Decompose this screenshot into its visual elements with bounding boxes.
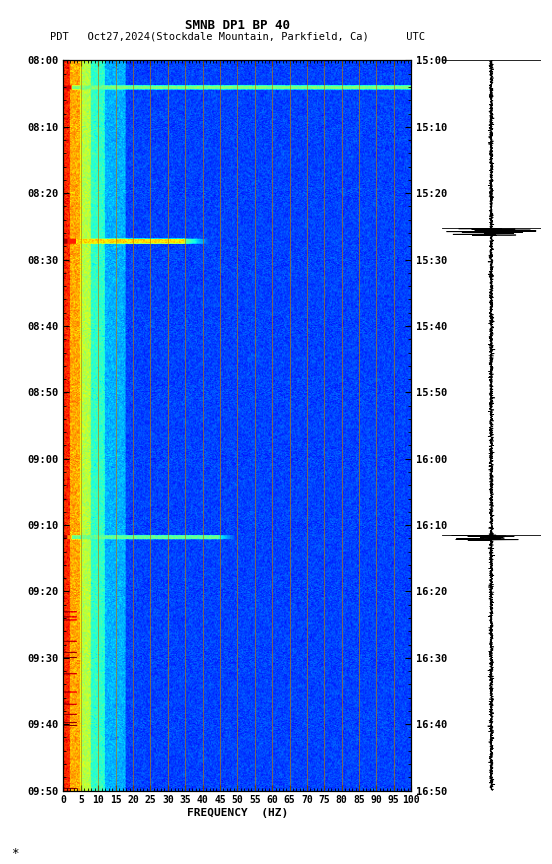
Text: SMNB DP1 BP 40: SMNB DP1 BP 40 (185, 19, 290, 32)
Text: *: * (11, 847, 19, 860)
Text: PDT   Oct27,2024(Stockdale Mountain, Parkfield, Ca)      UTC: PDT Oct27,2024(Stockdale Mountain, Parkf… (50, 32, 425, 42)
X-axis label: FREQUENCY  (HZ): FREQUENCY (HZ) (187, 808, 288, 818)
